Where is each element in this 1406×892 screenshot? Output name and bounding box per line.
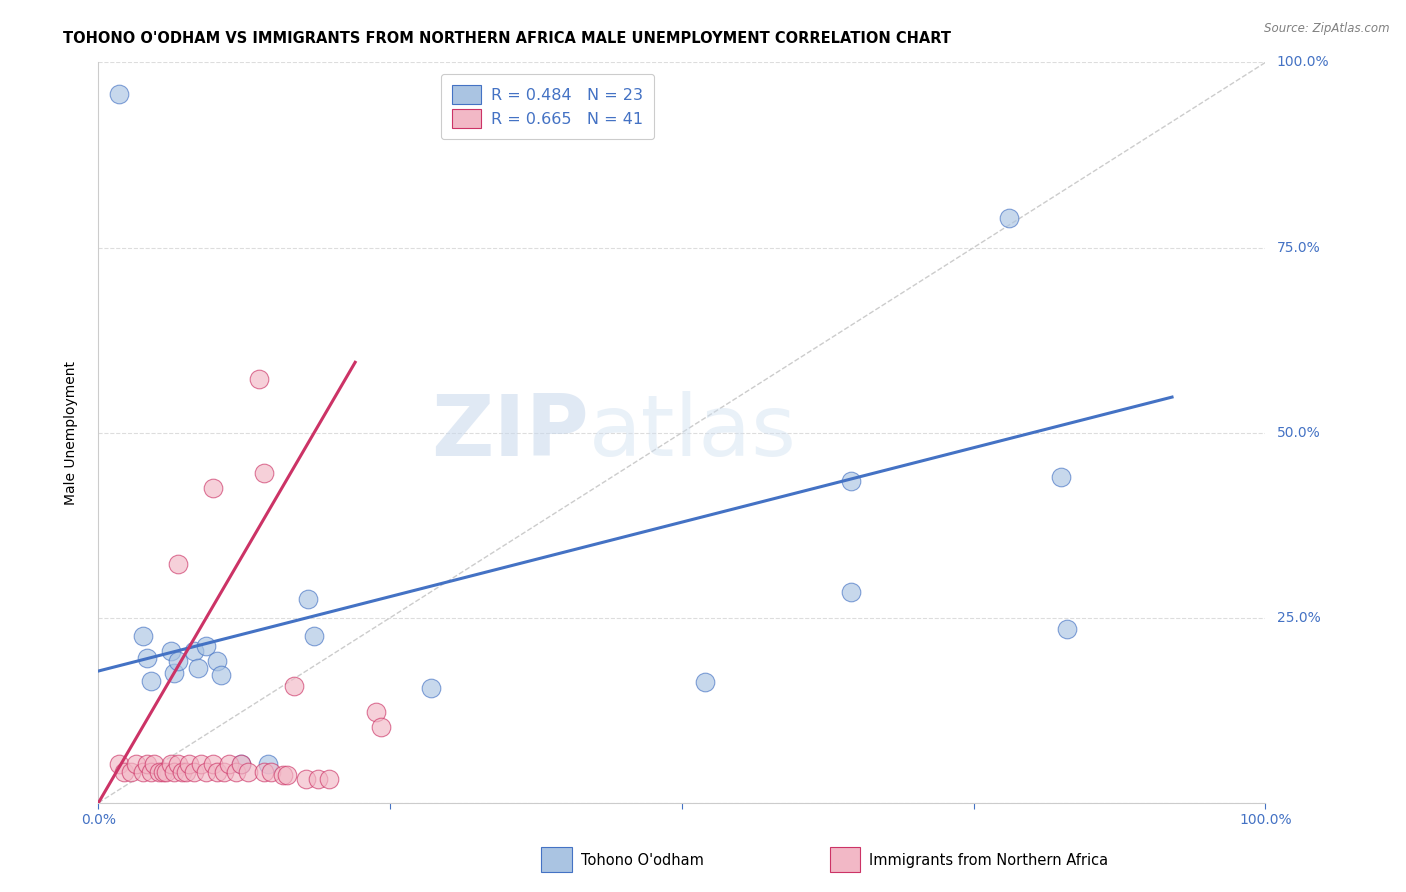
Text: 25.0%: 25.0%	[1277, 611, 1320, 624]
Point	[163, 666, 186, 681]
Text: 50.0%: 50.0%	[1277, 425, 1320, 440]
Point	[139, 673, 162, 688]
Point	[304, 629, 326, 643]
Point	[260, 764, 283, 779]
Point	[152, 764, 174, 779]
Point	[229, 757, 252, 772]
Point	[163, 764, 186, 779]
Point	[174, 764, 197, 779]
Text: Immigrants from Northern Africa: Immigrants from Northern Africa	[869, 854, 1108, 868]
Point	[839, 584, 862, 599]
Point	[172, 764, 194, 779]
Text: Tohono O'odham: Tohono O'odham	[581, 854, 703, 868]
Point	[271, 767, 294, 781]
Point	[132, 629, 155, 643]
Point	[132, 764, 155, 779]
Point	[136, 757, 159, 772]
Point	[297, 592, 319, 607]
Point	[249, 372, 271, 386]
Text: Source: ZipAtlas.com: Source: ZipAtlas.com	[1264, 22, 1389, 36]
Point	[218, 757, 240, 772]
Legend: R = 0.484   N = 23, R = 0.665   N = 41: R = 0.484 N = 23, R = 0.665 N = 41	[441, 74, 654, 139]
Point	[839, 474, 862, 488]
Point	[190, 757, 212, 772]
Point	[159, 757, 181, 772]
Point	[194, 639, 217, 653]
Point	[194, 764, 217, 779]
Point	[253, 764, 276, 779]
Point	[318, 772, 340, 786]
Point	[108, 757, 131, 772]
Text: 75.0%: 75.0%	[1277, 241, 1320, 254]
Point	[1050, 470, 1073, 484]
Point	[214, 764, 236, 779]
Text: TOHONO O'ODHAM VS IMMIGRANTS FROM NORTHERN AFRICA MALE UNEMPLOYMENT CORRELATION : TOHONO O'ODHAM VS IMMIGRANTS FROM NORTHE…	[63, 31, 952, 46]
Point	[229, 757, 252, 772]
Point	[276, 767, 298, 781]
Point	[209, 668, 232, 682]
Point	[166, 654, 188, 668]
Point	[179, 757, 201, 772]
Point	[201, 481, 224, 495]
Point	[120, 764, 142, 779]
Point	[136, 651, 159, 665]
Point	[370, 720, 392, 734]
Text: atlas: atlas	[589, 391, 797, 475]
Point	[420, 681, 443, 695]
Point	[997, 211, 1019, 225]
Point	[155, 764, 177, 779]
Point	[139, 764, 162, 779]
Point	[183, 764, 205, 779]
Point	[187, 661, 209, 675]
Point	[201, 757, 224, 772]
Point	[295, 772, 318, 786]
Point	[283, 679, 305, 693]
Point	[207, 764, 229, 779]
Point	[695, 675, 717, 690]
Text: 100.0%: 100.0%	[1277, 55, 1329, 70]
Point	[166, 558, 188, 572]
Point	[159, 644, 181, 658]
Point	[207, 654, 229, 668]
Text: ZIP: ZIP	[430, 391, 589, 475]
Point	[125, 757, 148, 772]
Point	[366, 706, 388, 720]
Point	[236, 764, 259, 779]
Point	[143, 757, 166, 772]
Point	[183, 644, 205, 658]
Point	[307, 772, 329, 786]
Point	[1056, 622, 1078, 636]
Point	[256, 757, 278, 772]
Point	[112, 764, 135, 779]
Point	[253, 467, 276, 481]
Point	[225, 764, 247, 779]
Y-axis label: Male Unemployment: Male Unemployment	[63, 360, 77, 505]
Point	[108, 87, 131, 101]
Point	[166, 757, 188, 772]
Point	[148, 764, 170, 779]
